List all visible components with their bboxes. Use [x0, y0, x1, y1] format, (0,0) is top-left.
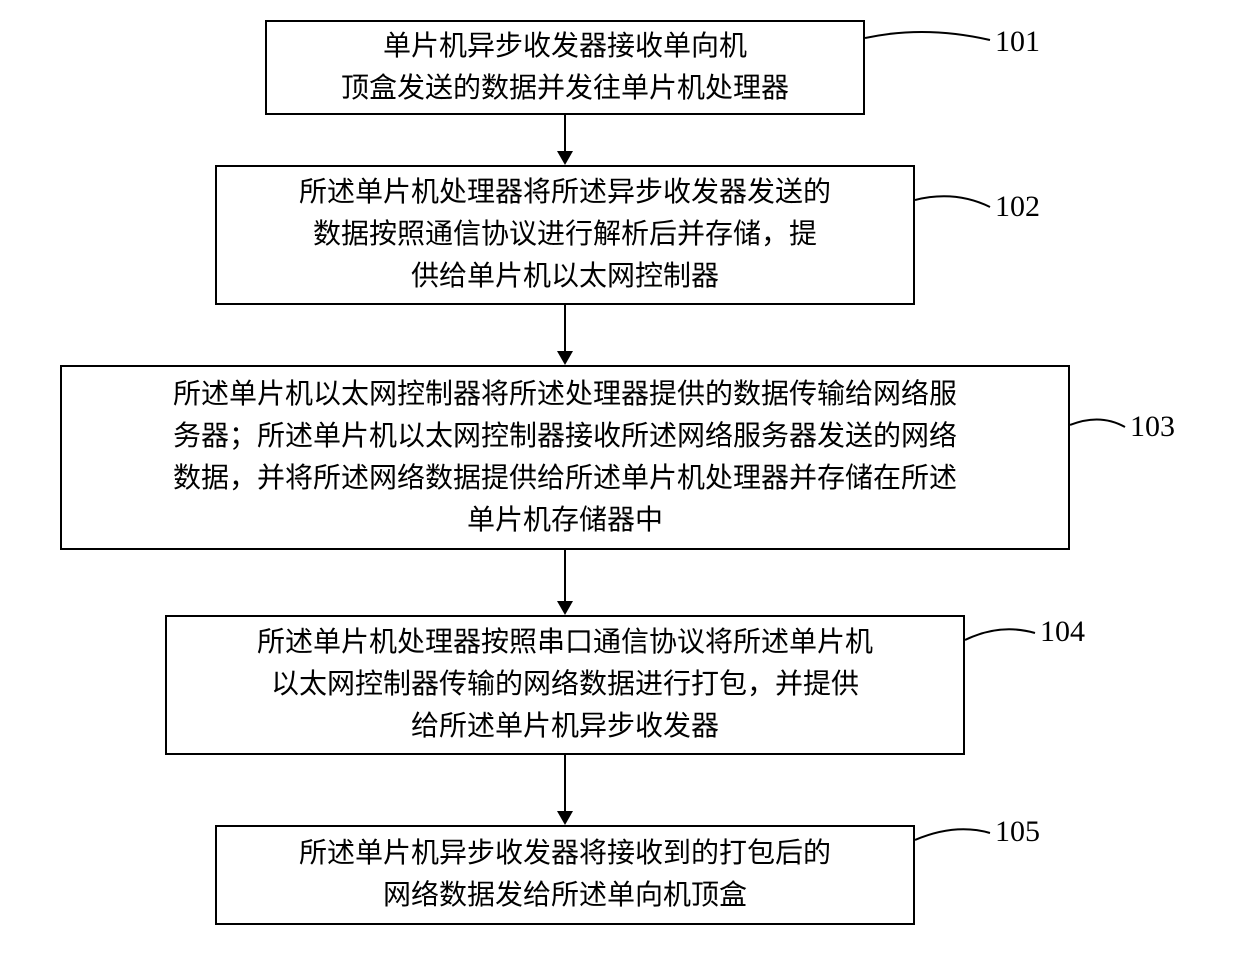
node-text: 所述单片机异步收发器将接收到的打包后的 网络数据发给所述单向机顶盒 [299, 833, 831, 917]
flowchart-arrow-4 [557, 755, 573, 825]
node-text-line: 务器；所述单片机以太网控制器接收所述网络服务器发送的网络 [173, 421, 957, 452]
flowchart-node-3: 所述单片机以太网控制器将所述处理器提供的数据传输给网络服 务器；所述单片机以太网… [60, 365, 1070, 550]
flowchart-node-5: 所述单片机异步收发器将接收到的打包后的 网络数据发给所述单向机顶盒 [215, 825, 915, 925]
node-text-line: 单片机异步收发器接收单向机 [383, 31, 747, 62]
node-text: 单片机异步收发器接收单向机 顶盒发送的数据并发往单片机处理器 [341, 26, 789, 110]
flowchart-node-2: 所述单片机处理器将所述异步收发器发送的 数据按照通信协议进行解析后并存储，提 供… [215, 165, 915, 305]
leader-line-2 [915, 185, 995, 225]
node-text-line: 数据按照通信协议进行解析后并存储，提 [313, 219, 817, 250]
flowchart-node-4: 所述单片机处理器按照串口通信协议将所述单片机 以太网控制器传输的网络数据进行打包… [165, 615, 965, 755]
node-label-2: 102 [995, 190, 1040, 224]
leader-line-3 [1070, 405, 1130, 445]
node-text-line: 单片机存储器中 [467, 505, 663, 536]
label-text: 105 [995, 815, 1040, 848]
node-label-5: 105 [995, 815, 1040, 849]
node-text-line: 以太网控制器传输的网络数据进行打包，并提供 [271, 669, 859, 700]
label-text: 102 [995, 190, 1040, 223]
leader-line-4 [965, 615, 1040, 650]
node-text-line: 数据，并将所述网络数据提供给所述单片机处理器并存储在所述 [173, 463, 957, 494]
node-label-4: 104 [1040, 615, 1085, 649]
node-text-line: 所述单片机处理器将所述异步收发器发送的 [299, 177, 831, 208]
node-text-line: 所述单片机以太网控制器将所述处理器提供的数据传输给网络服 [173, 379, 957, 410]
node-text-line: 所述单片机处理器按照串口通信协议将所述单片机 [257, 627, 873, 658]
flowchart-arrow-1 [557, 115, 573, 165]
flowchart-arrow-2 [557, 305, 573, 365]
leader-line-5 [915, 815, 995, 850]
flowchart-container: 单片机异步收发器接收单向机 顶盒发送的数据并发往单片机处理器 101 所述单片机… [0, 0, 1240, 970]
node-text: 所述单片机处理器按照串口通信协议将所述单片机 以太网控制器传输的网络数据进行打包… [257, 622, 873, 748]
node-text: 所述单片机处理器将所述异步收发器发送的 数据按照通信协议进行解析后并存储，提 供… [299, 172, 831, 298]
label-text: 101 [995, 25, 1040, 58]
node-text-line: 供给单片机以太网控制器 [411, 261, 719, 292]
leader-line-1 [865, 20, 995, 60]
node-text-line: 所述单片机异步收发器将接收到的打包后的 [299, 838, 831, 869]
label-text: 103 [1130, 410, 1175, 443]
node-text: 所述单片机以太网控制器将所述处理器提供的数据传输给网络服 务器；所述单片机以太网… [173, 374, 957, 542]
node-text-line: 顶盒发送的数据并发往单片机处理器 [341, 73, 789, 104]
node-text-line: 网络数据发给所述单向机顶盒 [383, 880, 747, 911]
label-text: 104 [1040, 615, 1085, 648]
flowchart-node-1: 单片机异步收发器接收单向机 顶盒发送的数据并发往单片机处理器 [265, 20, 865, 115]
flowchart-arrow-3 [557, 550, 573, 615]
node-label-1: 101 [995, 25, 1040, 59]
node-label-3: 103 [1130, 410, 1175, 444]
node-text-line: 给所述单片机异步收发器 [411, 711, 719, 742]
